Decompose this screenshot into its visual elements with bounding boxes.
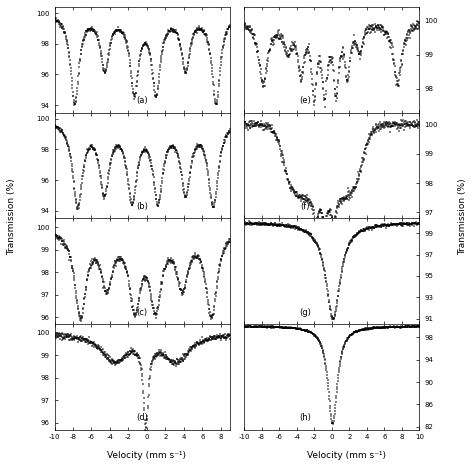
Text: Velocity (mm s⁻¹): Velocity (mm s⁻¹) xyxy=(108,451,186,460)
Text: (a): (a) xyxy=(137,96,148,105)
Text: (c): (c) xyxy=(137,308,148,317)
Text: Velocity (mm s⁻¹): Velocity (mm s⁻¹) xyxy=(307,451,385,460)
Text: (h): (h) xyxy=(300,413,311,422)
Text: Transmission (%): Transmission (%) xyxy=(8,179,16,255)
Text: (e): (e) xyxy=(300,96,311,105)
Text: Transmission (%): Transmission (%) xyxy=(458,179,466,255)
Text: (d): (d) xyxy=(137,413,148,422)
Text: (b): (b) xyxy=(137,202,148,211)
Text: (f): (f) xyxy=(301,202,310,211)
Text: (g): (g) xyxy=(300,308,311,317)
